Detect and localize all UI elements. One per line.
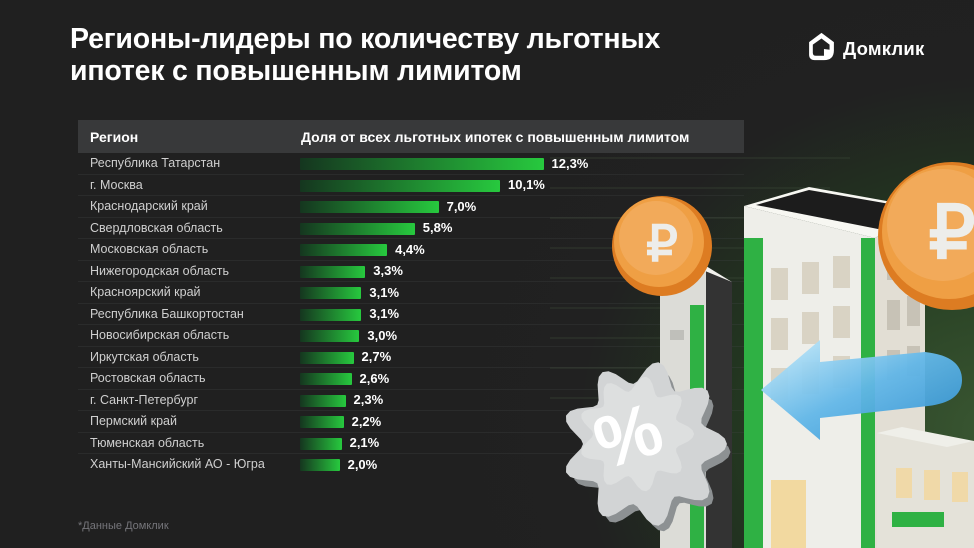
svg-text:₽: ₽	[928, 191, 974, 274]
svg-text:₽: ₽	[646, 216, 678, 272]
